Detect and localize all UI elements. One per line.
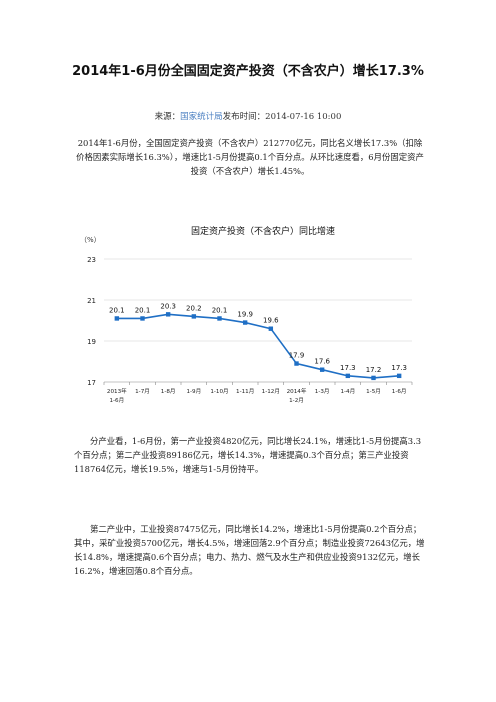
x-tick-label: 1-5月 (366, 388, 381, 395)
data-label: 17.2 (366, 366, 382, 374)
publish-time: 发布时间：2014-07-16 10:00 (222, 112, 342, 122)
x-tick-label: 1-2月 (289, 397, 304, 404)
x-tick-label: 1-6月 (109, 397, 124, 404)
x-tick-label: 1-3月 (315, 388, 330, 395)
data-point (165, 312, 171, 317)
source-org-link[interactable]: 国家统计局 (180, 112, 223, 122)
data-label: 17.9 (289, 352, 305, 360)
data-point (268, 326, 274, 331)
chart-svg: 固定资产投资（不含农户）同比增速 （%） 17 19 21 23 2013年 1-6月 1-7月… (80, 225, 413, 404)
x-tick-label: 1-7月 (135, 388, 150, 395)
data-point (114, 316, 120, 321)
data-label: 19.6 (263, 317, 279, 325)
data-point (319, 367, 325, 372)
y-tick-label: 17 (87, 379, 96, 387)
x-tick-label: 2013年 (107, 387, 127, 395)
data-point (191, 314, 197, 319)
data-label: 20.1 (135, 306, 151, 314)
x-tick-label: 2014年 (287, 387, 307, 395)
x-tick-label: 1-6月 (392, 388, 407, 395)
data-point (217, 316, 222, 321)
source-label: 来源： (154, 112, 181, 122)
y-tick-label: 19 (87, 338, 96, 346)
y-axis-unit-label: （%） (80, 236, 101, 244)
x-tick-label: 1-8月 (161, 388, 176, 395)
x-tick-label: 1-4月 (340, 388, 355, 395)
data-point (371, 375, 376, 381)
page-title: 2014年1-6月份全国固定资产投资（不含农户）增长17.3% (72, 64, 424, 79)
x-tick-label: 1-10月 (210, 388, 228, 395)
paragraph-secondary-industry: 第二产业中，工业投资87475亿元，同比增长14.2%，增速比1-5月份提高0.… (74, 524, 425, 576)
growth-chart: 固定资产投资（不含农户）同比增速 （%） 17 19 21 23 2013年 1-6月 1-7月… (74, 212, 426, 412)
data-label: 17.3 (340, 364, 356, 372)
y-tick-label: 23 (87, 256, 96, 264)
data-point (294, 361, 299, 366)
data-point (242, 320, 248, 325)
paragraph-industry: 分产业看，1-6月份，第一产业投资4820亿元，同比增长24.1%，增速比1-5… (74, 436, 422, 474)
x-tick-label: 1-9月 (186, 388, 201, 395)
y-tick-label: 21 (87, 297, 96, 305)
paragraph-summary: 2014年1-6月份，全国固定资产投资（不含农户）212770亿元，同比名义增长… (76, 138, 424, 176)
data-point (396, 373, 402, 379)
x-tick-label: 1-12月 (262, 388, 280, 395)
chart-title: 固定资产投资（不含农户）同比增速 (191, 225, 335, 237)
data-label: 20.1 (109, 306, 125, 314)
data-point (345, 373, 351, 379)
data-label: 20.2 (186, 304, 202, 312)
data-label: 20.1 (212, 306, 228, 314)
data-label: 17.6 (314, 358, 330, 366)
data-label: 20.3 (160, 302, 176, 310)
x-tick-label: 1-11月 (236, 388, 254, 395)
source-line: 来源：国家统计局发布时间：2014-07-16 10:00 (0, 110, 496, 122)
data-label: 19.9 (237, 311, 253, 319)
series-line (116, 313, 400, 379)
data-point (140, 316, 145, 321)
data-label: 17.3 (391, 364, 407, 372)
